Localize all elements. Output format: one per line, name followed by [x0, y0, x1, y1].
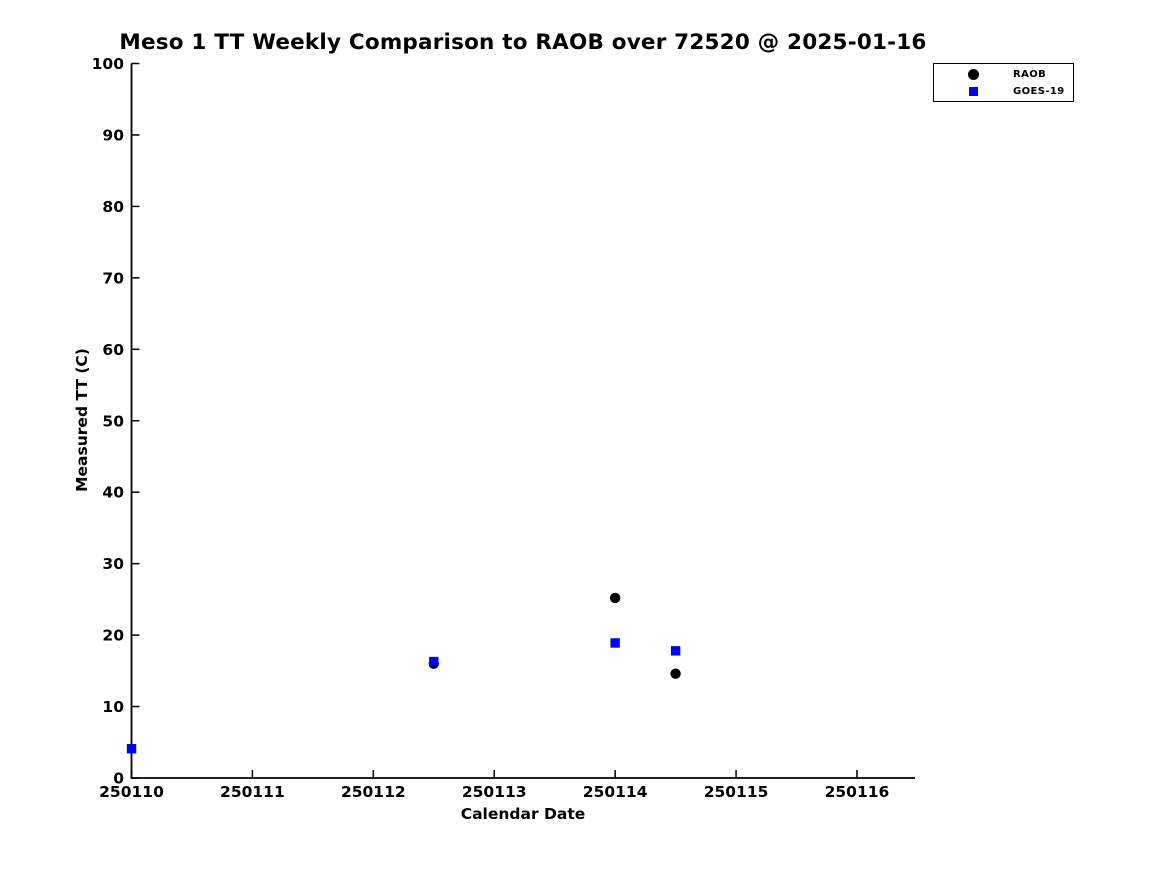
- goes-19-square-icon: [967, 86, 979, 96]
- y-tick-label: 100: [92, 55, 125, 73]
- legend-item-goes-19: GOES-19: [934, 84, 1073, 99]
- y-tick-label: 10: [102, 698, 124, 716]
- x-tick-label: 250111: [220, 783, 285, 801]
- y-tick-label: 90: [102, 126, 124, 144]
- y-tick-label: 40: [102, 484, 124, 502]
- legend-box: RAOB GOES-19: [933, 63, 1074, 102]
- raob-circle-icon: [967, 68, 979, 80]
- x-tick-label: 250116: [825, 783, 890, 801]
- data-point-raob: [609, 592, 621, 604]
- x-tick-label: 250114: [583, 783, 648, 801]
- y-tick-label: 80: [102, 198, 124, 216]
- y-tick-label: 70: [102, 269, 124, 287]
- y-tick-label: 60: [102, 341, 124, 359]
- y-tick-label: 50: [102, 412, 124, 430]
- x-tick-label: 250112: [341, 783, 406, 801]
- legend-item-raob: RAOB: [934, 67, 1073, 82]
- y-tick-label: 30: [102, 555, 124, 573]
- legend-label-raob: RAOB: [1013, 68, 1047, 80]
- data-point-raob: [670, 668, 681, 679]
- data-point-goes-19: [610, 638, 620, 648]
- data-point-goes-19: [126, 744, 137, 754]
- y-tick-label: 0: [113, 770, 124, 788]
- y-axis-label: Measured TT (C): [73, 348, 91, 492]
- chart-title: Meso 1 TT Weekly Comparison to RAOB over…: [119, 30, 927, 55]
- data-point-goes-19: [670, 646, 681, 656]
- x-tick-label: 250115: [704, 783, 769, 801]
- legend-label-goes-19: GOES-19: [1013, 85, 1065, 97]
- x-tick-label: 250113: [462, 783, 527, 801]
- x-tick-label: 250110: [99, 783, 164, 801]
- y-tick-label: 20: [102, 627, 124, 645]
- data-point-goes-19: [429, 656, 439, 667]
- x-axis-label: Calendar Date: [460, 805, 586, 823]
